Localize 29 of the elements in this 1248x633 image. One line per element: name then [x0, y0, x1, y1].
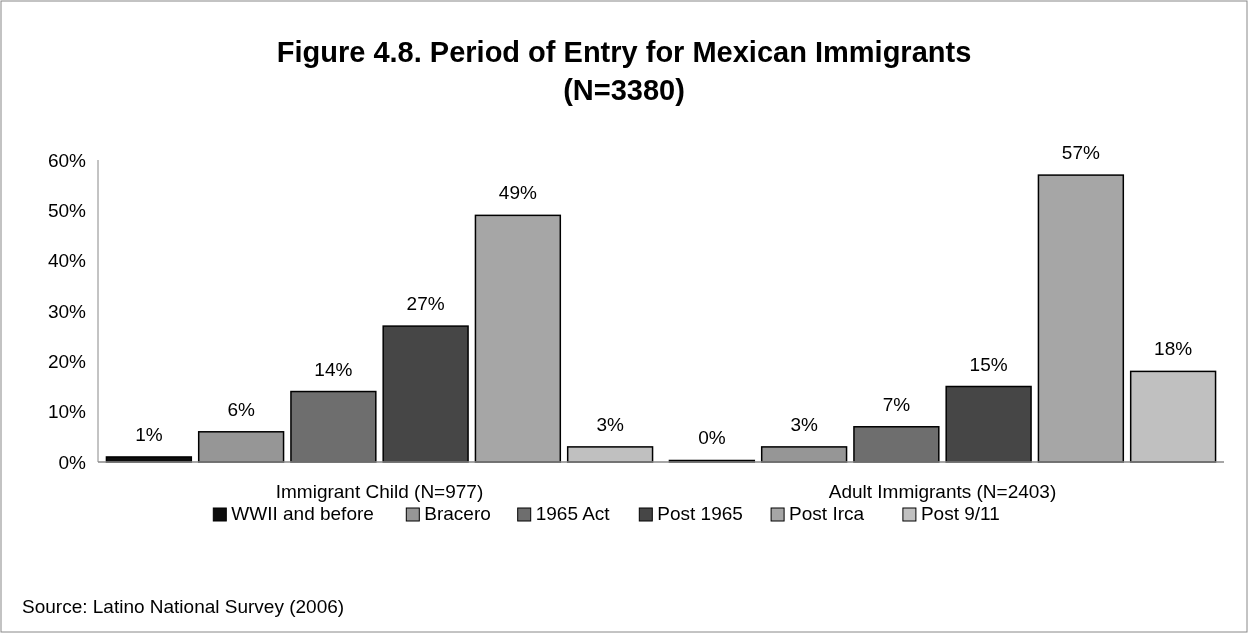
legend-label: Bracero: [424, 503, 491, 524]
data-label: 18%: [1154, 338, 1193, 360]
data-label: 7%: [882, 393, 911, 415]
chart-title: Figure 4.8. Period of Entry for Mexican Immigrants (N=3380): [276, 36, 972, 106]
data-label: 1%: [135, 423, 163, 445]
data-label: 27%: [406, 293, 445, 315]
source-note: Source: Latino National Survey (2006): [22, 596, 345, 617]
y-tick-label: 40%: [47, 250, 87, 272]
legend-label: Post 9/11: [920, 503, 1000, 524]
y-tick-label: 30%: [47, 300, 87, 322]
legend-label: WWII and before: [231, 503, 374, 524]
data-label: 0%: [698, 427, 726, 449]
data-label: 6%: [227, 398, 255, 420]
data-label: 3%: [596, 413, 624, 435]
y-tick-label: 60%: [47, 149, 87, 171]
y-tick-label: 50%: [47, 199, 87, 221]
data-label: 15%: [969, 353, 1008, 375]
legend-label: Post Irca: [789, 503, 865, 524]
x-tick-label: Adult Immigrants (N=2403): [828, 481, 1057, 502]
data-label: 14%: [314, 358, 353, 380]
data-label: 57%: [1061, 142, 1100, 164]
data-label: 49%: [498, 182, 537, 204]
y-tick-label: 20%: [47, 350, 87, 372]
legend-label: 1965 Act: [535, 503, 611, 524]
x-tick-label: Immigrant Child (N=977): [275, 481, 484, 502]
y-tick-label: 10%: [47, 401, 87, 423]
data-label: 3%: [790, 413, 818, 435]
y-tick-label: 0%: [58, 451, 87, 473]
legend-label: Post 1965: [657, 503, 743, 524]
